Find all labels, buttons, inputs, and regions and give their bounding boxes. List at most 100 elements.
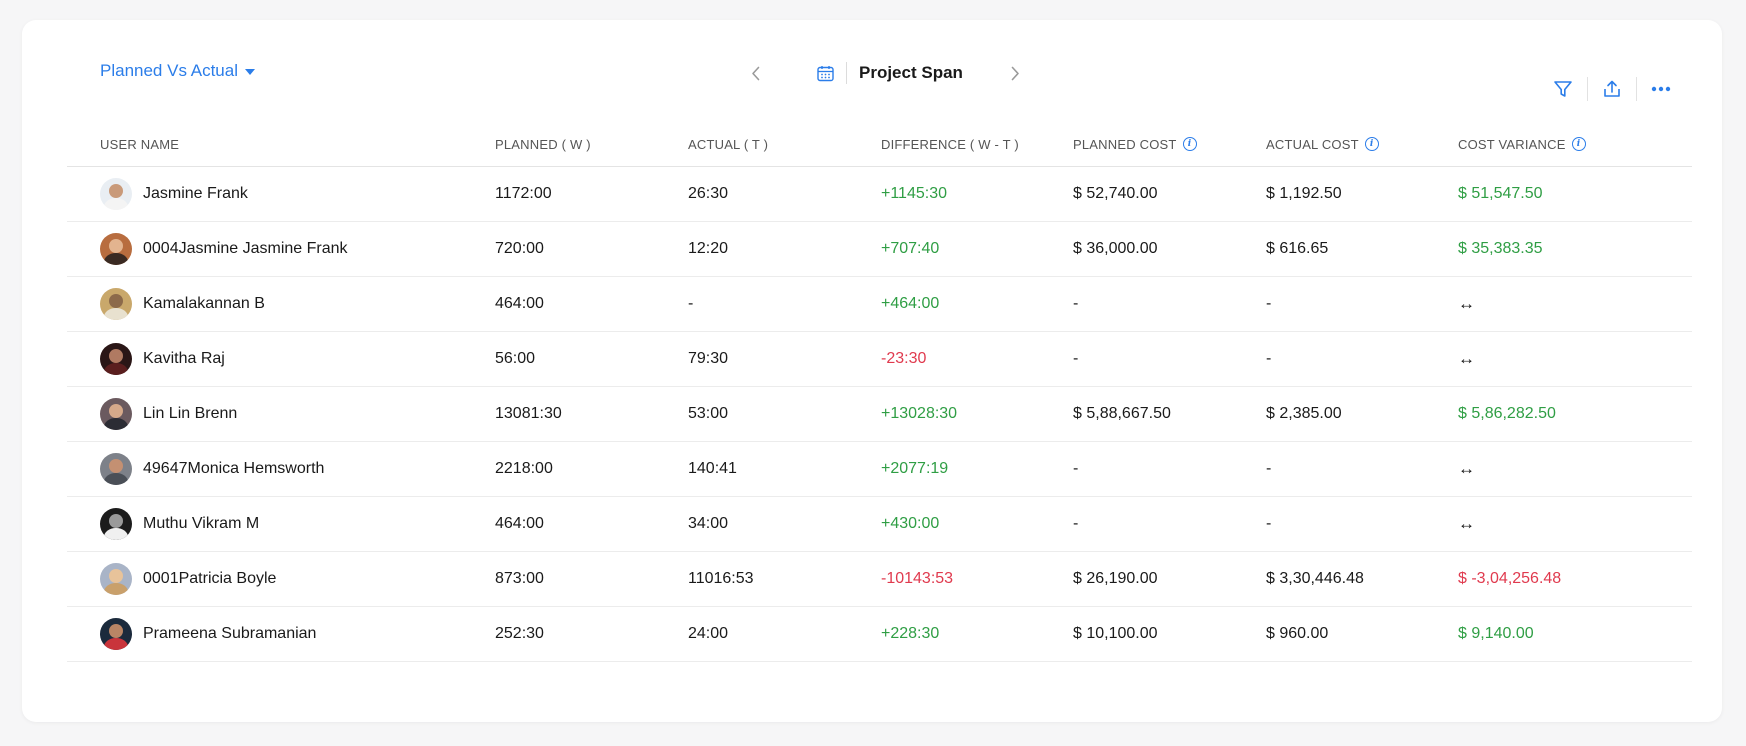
planned-hours: 2218:00 xyxy=(495,460,553,477)
view-selector-dropdown[interactable]: Planned Vs Actual xyxy=(100,61,255,81)
avatar[interactable] xyxy=(100,453,132,485)
table-row[interactable]: 0004Jasmine Jasmine Frank 720:00 12:20 +… xyxy=(67,222,1692,277)
avatar-face xyxy=(109,459,123,473)
header-planned-cost[interactable]: PLANNED COST i xyxy=(1073,137,1266,152)
user-name[interactable]: Kavitha Raj xyxy=(143,350,225,367)
more-icon[interactable] xyxy=(1644,72,1678,106)
user-name[interactable]: Kamalakannan B xyxy=(143,295,265,312)
cost-variance: $ 9,140.00 xyxy=(1458,625,1534,642)
actual-hours: 53:00 xyxy=(688,405,729,422)
info-icon[interactable]: i xyxy=(1364,137,1379,151)
period-divider xyxy=(846,62,847,84)
user-cell: Kamalakannan B xyxy=(67,288,495,320)
period-label: Project Span xyxy=(859,63,963,82)
avatar-body xyxy=(104,528,128,540)
user-name[interactable]: 0001Patricia Boyle xyxy=(143,570,277,587)
header-difference[interactable]: DIFFERENCE ( W - T ) xyxy=(881,136,1019,152)
planned-hours: 464:00 xyxy=(495,515,544,532)
user-info: Kamalakannan B xyxy=(100,288,495,320)
report-card: Planned Vs Actual Project Span xyxy=(22,20,1722,722)
difference-hours: +430:00 xyxy=(881,515,940,532)
user-info: 0004Jasmine Jasmine Frank xyxy=(100,233,495,265)
table-row[interactable]: 49647Monica Hemsworth 2218:00 140:41 +20… xyxy=(67,442,1692,497)
user-name[interactable]: 49647Monica Hemsworth xyxy=(143,460,325,477)
user-name[interactable]: Muthu Vikram M xyxy=(143,515,260,532)
planned-hours: 252:30 xyxy=(495,625,544,642)
difference-hours: +464:00 xyxy=(881,295,940,312)
avatar[interactable] xyxy=(100,288,132,320)
actual-hours: 34:00 xyxy=(688,515,729,532)
planned-cost: $ 36,000.00 xyxy=(1073,240,1158,257)
calendar-icon[interactable] xyxy=(814,62,836,84)
user-info: Prameena Subramanian xyxy=(100,618,495,650)
export-icon[interactable] xyxy=(1595,72,1629,106)
planned-cost: $ 5,88,667.50 xyxy=(1073,405,1171,422)
table-row[interactable]: Kamalakannan B 464:00 - +464:00 - - ↔ xyxy=(67,277,1692,332)
difference-hours: +228:30 xyxy=(881,625,940,642)
planned-hours: 13081:30 xyxy=(495,405,562,422)
avatar[interactable] xyxy=(100,343,132,375)
user-info: Jasmine Frank xyxy=(100,178,495,210)
actions-divider xyxy=(1587,77,1588,101)
difference-hours: -10143:53 xyxy=(881,570,954,587)
table-row[interactable]: Muthu Vikram M 464:00 34:00 +430:00 - - … xyxy=(67,497,1692,552)
planned-hours: 720:00 xyxy=(495,240,544,257)
header-planned-cost-label: PLANNED COST xyxy=(1073,136,1177,152)
avatar-body xyxy=(104,363,128,375)
chevron-left-icon[interactable] xyxy=(740,56,770,90)
table-row[interactable]: Prameena Subramanian 252:30 24:00 +228:3… xyxy=(67,607,1692,662)
user-name[interactable]: Jasmine Frank xyxy=(143,185,248,202)
actual-hours: 140:41 xyxy=(688,460,737,477)
difference-hours: +2077:19 xyxy=(881,460,949,477)
user-info: 49647Monica Hemsworth xyxy=(100,453,495,485)
actual-hours: 24:00 xyxy=(688,625,729,642)
user-cell: Prameena Subramanian xyxy=(67,618,495,650)
header-planned[interactable]: PLANNED ( W ) xyxy=(495,136,591,152)
chevron-right-icon[interactable] xyxy=(1001,56,1031,90)
swap-arrows-icon: ↔ xyxy=(1458,294,1475,313)
table-header-row: USER NAME PLANNED ( W ) ACTUAL ( T ) DIF… xyxy=(67,122,1692,167)
avatar-body xyxy=(104,418,128,430)
actual-hours: 11016:53 xyxy=(688,570,754,587)
avatar[interactable] xyxy=(100,398,132,430)
info-icon[interactable]: i xyxy=(1182,137,1197,151)
avatar-body xyxy=(104,308,128,320)
caret-down-icon xyxy=(244,69,255,75)
planned-cost: - xyxy=(1073,460,1079,477)
table-row[interactable]: Lin Lin Brenn 13081:30 53:00 +13028:30 $… xyxy=(67,387,1692,442)
user-cell: Jasmine Frank xyxy=(67,178,495,210)
filter-icon[interactable] xyxy=(1546,72,1580,106)
avatar-face xyxy=(109,569,123,583)
difference-hours: +1145:30 xyxy=(881,185,947,202)
difference-hours: +13028:30 xyxy=(881,405,958,422)
header-actual[interactable]: ACTUAL ( T ) xyxy=(688,136,769,152)
user-name[interactable]: Prameena Subramanian xyxy=(143,625,317,642)
actions-divider xyxy=(1636,77,1637,101)
actual-cost: - xyxy=(1266,295,1272,312)
actual-cost: - xyxy=(1266,350,1272,367)
user-name[interactable]: 0004Jasmine Jasmine Frank xyxy=(143,240,348,257)
avatar[interactable] xyxy=(100,618,132,650)
user-info: Kavitha Raj xyxy=(100,343,495,375)
user-info: 0001Patricia Boyle xyxy=(100,563,495,595)
info-icon[interactable]: i xyxy=(1571,137,1586,151)
avatar[interactable] xyxy=(100,508,132,540)
header-user-name[interactable]: USER NAME xyxy=(100,136,180,152)
avatar[interactable] xyxy=(100,178,132,210)
swap-arrows-icon: ↔ xyxy=(1458,514,1475,533)
table-row[interactable]: 0001Patricia Boyle 873:00 11016:53 -1014… xyxy=(67,552,1692,607)
user-cell: 0004Jasmine Jasmine Frank xyxy=(67,233,495,265)
header-actual-cost[interactable]: ACTUAL COST i xyxy=(1266,137,1458,152)
table-row[interactable]: Kavitha Raj 56:00 79:30 -23:30 - - ↔ xyxy=(67,332,1692,387)
avatar[interactable] xyxy=(100,563,132,595)
user-name[interactable]: Lin Lin Brenn xyxy=(143,405,238,422)
planned-cost: - xyxy=(1073,515,1079,532)
header-cost-variance[interactable]: COST VARIANCE i xyxy=(1458,137,1641,152)
avatar[interactable] xyxy=(100,233,132,265)
avatar-face xyxy=(109,239,123,253)
actual-cost: - xyxy=(1266,515,1272,532)
table-row[interactable]: Jasmine Frank 1172:00 26:30 +1145:30 $ 5… xyxy=(67,167,1692,222)
user-info: Muthu Vikram M xyxy=(100,508,495,540)
user-cell: Muthu Vikram M xyxy=(67,508,495,540)
header-cost-variance-label: COST VARIANCE xyxy=(1458,136,1566,152)
